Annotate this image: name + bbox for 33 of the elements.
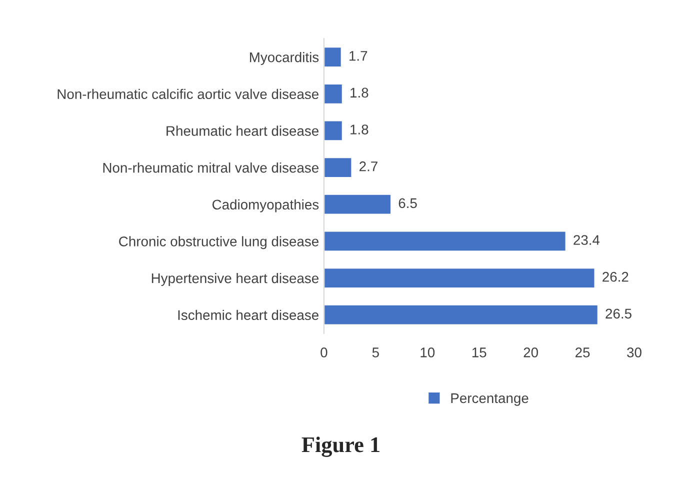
y-tick-label: Hypertensive heart disease xyxy=(152,272,318,286)
y-tick-label: Non-rheumatic calcific aortic valve disease xyxy=(58,88,318,100)
data-label: 1.7 xyxy=(350,51,368,61)
x-tick-label: 30 xyxy=(627,348,642,358)
data-label: 6.5 xyxy=(398,198,417,208)
y-tick-label: Cadiomyopathies xyxy=(212,199,319,212)
x-tick-label: 15 xyxy=(472,348,486,358)
data-label: 1.8 xyxy=(350,88,368,98)
y-tick-label: Rheumatic heart disease xyxy=(166,126,318,136)
legend-label: Percentange xyxy=(451,393,528,406)
bar xyxy=(324,304,599,326)
bar xyxy=(324,156,353,178)
y-tick-label: Chronic obstructive lung disease xyxy=(119,236,318,250)
data-label: 2.7 xyxy=(360,161,378,172)
bar xyxy=(324,120,344,142)
x-tick-label: 0 xyxy=(320,348,328,358)
y-tick-label: Non-rheumatic mitral valve disease xyxy=(103,162,318,173)
y-tick-label: Ischemic heart disease xyxy=(178,310,318,320)
x-tick-label: 20 xyxy=(524,348,538,358)
data-label: 26.2 xyxy=(602,272,628,282)
bar xyxy=(324,194,392,216)
bar xyxy=(324,46,342,68)
x-tick-label: 25 xyxy=(576,348,590,358)
bar xyxy=(324,230,567,252)
bar xyxy=(324,83,344,105)
data-label: 1.8 xyxy=(350,124,368,134)
text: Figure 1 xyxy=(302,436,380,457)
x-tick-label: 10 xyxy=(420,348,435,358)
x-tick-label: 5 xyxy=(372,348,379,358)
data-label: 26.5 xyxy=(606,308,632,319)
bar xyxy=(324,267,596,289)
y-tick-label: Myocarditis xyxy=(250,52,319,65)
data-label: 23.4 xyxy=(574,235,600,245)
